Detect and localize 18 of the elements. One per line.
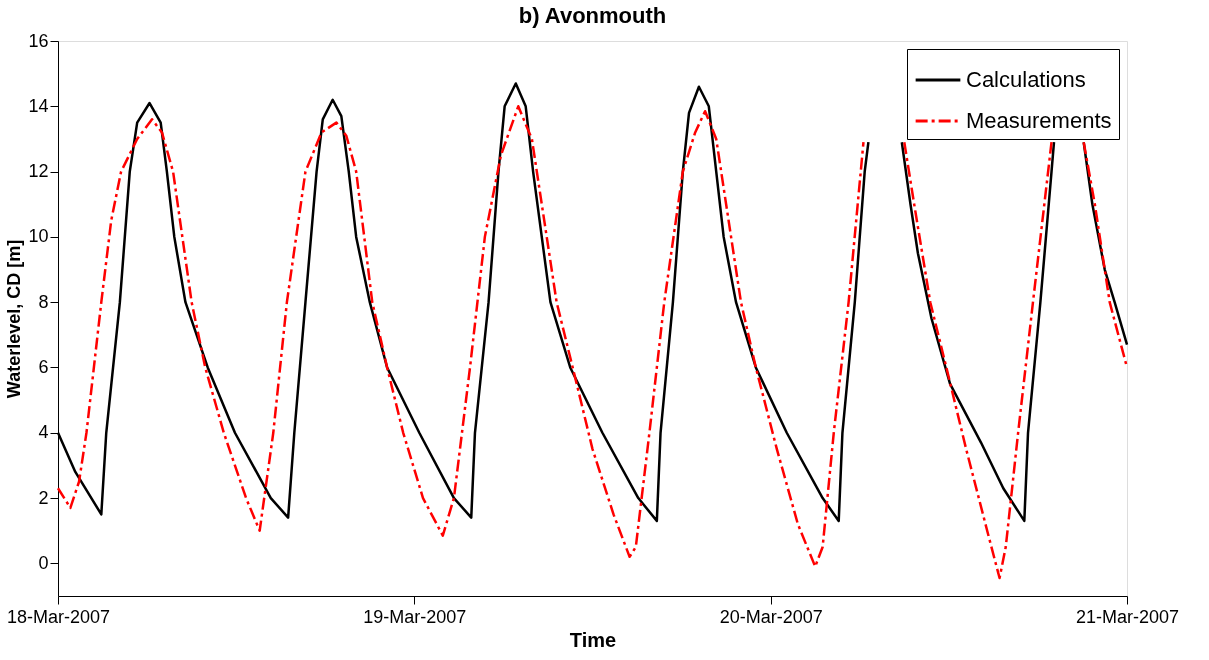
y-tick-label: 2 bbox=[38, 487, 49, 508]
x-tick-label: 20-Mar-2007 bbox=[719, 606, 823, 627]
x-tick-label: 18-Mar-2007 bbox=[6, 606, 111, 627]
y-tick-label: 8 bbox=[38, 291, 49, 312]
legend-label: Measurements bbox=[966, 108, 1112, 133]
y-tick-label: 16 bbox=[28, 30, 49, 51]
y-tick-label: 4 bbox=[38, 422, 49, 443]
y-tick-label: 6 bbox=[38, 356, 49, 377]
y-tick-label: 10 bbox=[28, 226, 49, 247]
y-tick-label: 0 bbox=[38, 552, 49, 573]
chart-title: b) Avonmouth bbox=[518, 3, 667, 28]
y-tick-label: 12 bbox=[28, 161, 49, 182]
x-axis-title: Time bbox=[569, 628, 617, 651]
legend-label: Calculations bbox=[966, 67, 1086, 92]
y-tick-label: 14 bbox=[28, 95, 49, 116]
x-tick-label: 21-Mar-2007 bbox=[1075, 606, 1180, 627]
x-tick-label: 19-Mar-2007 bbox=[363, 606, 467, 627]
y-axis-title: Waterlevel, CD [m] bbox=[4, 239, 25, 399]
